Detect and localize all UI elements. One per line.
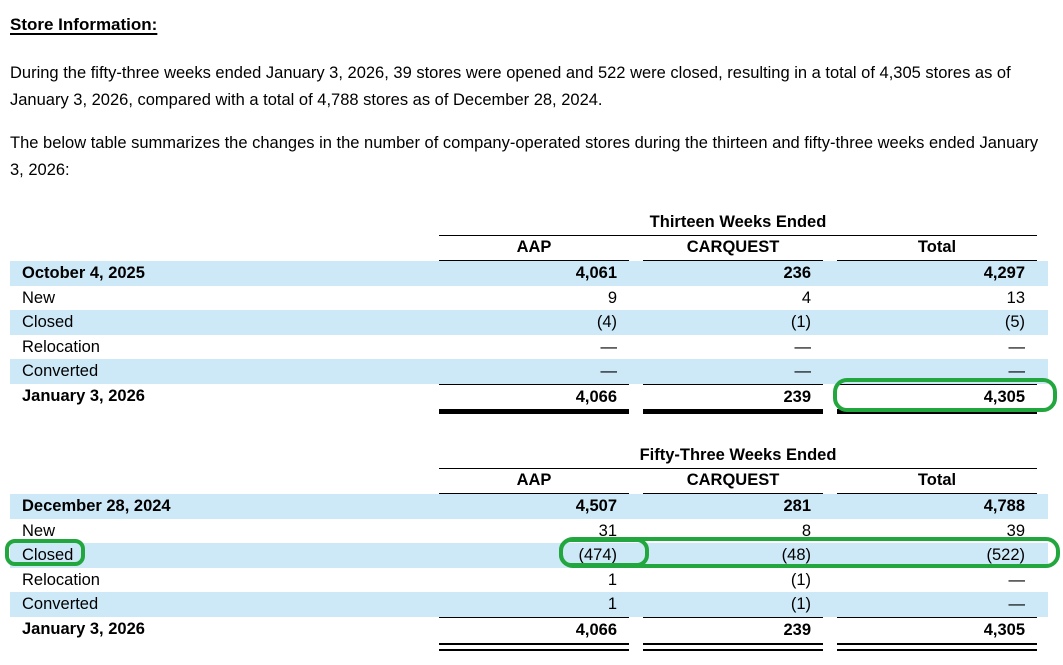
table-period-header-row: Thirteen Weeks Ended (10, 210, 1048, 236)
row-label: Converted (22, 362, 99, 380)
column-header-total: Total (837, 469, 1037, 494)
cell-aap: 9 (607, 288, 617, 307)
double-rule (643, 643, 823, 651)
column-header-carquest: CARQUEST (643, 469, 823, 494)
page-title: Store Information: (10, 15, 158, 34)
cell-total: — (1008, 362, 1026, 380)
cell-total: — (1008, 595, 1026, 613)
paragraph-store-summary: During the fifty-three weeks ended Janua… (10, 64, 1011, 109)
table-row-december-28-2024: December 28, 2024 4,507 281 4,788 (10, 494, 1048, 519)
cell-total: — (1008, 570, 1026, 589)
table-row-closed: Closed (474) (48) (522) (10, 543, 1048, 568)
cell-carquest: — (794, 337, 812, 356)
table-row-new: New 31 8 39 (10, 519, 1048, 544)
cell-total: 4,305 (837, 383, 1037, 410)
row-label: Closed (22, 546, 74, 564)
column-header-total: Total (837, 236, 1037, 261)
row-label: Closed (22, 313, 74, 331)
cell-carquest: (1) (790, 570, 811, 589)
cell-carquest: 281 (783, 497, 811, 515)
cell-total: 13 (1006, 288, 1025, 307)
cell-total: 4,788 (983, 497, 1025, 515)
row-label: October 4, 2025 (22, 264, 145, 282)
paragraph-table-intro: The below table summarizes the changes i… (10, 134, 1039, 179)
table-bottom-rule (10, 408, 1048, 419)
cell-aap: 4,066 (439, 383, 629, 410)
table-row-january-3-2026: January 3, 2026 4,066 239 4,305 (10, 383, 1048, 410)
row-label: Relocation (22, 337, 100, 356)
cell-carquest: (1) (790, 313, 811, 331)
period-header: Thirteen Weeks Ended (439, 210, 1037, 236)
table-row-converted: Converted — — — (10, 359, 1048, 384)
table-row-relocation: Relocation — — — (10, 335, 1048, 360)
cell-total: 4,305 (837, 616, 1037, 643)
row-label: New (22, 521, 56, 540)
double-rule (439, 643, 629, 651)
fifty-three-weeks-table: Fifty-Three Weeks Ended AAP CARQUEST Tot… (10, 443, 1048, 652)
table-row-converted: Converted 1 (1) — (10, 592, 1048, 617)
cell-aap: (474) (578, 546, 617, 564)
table-row-new: New 9 4 13 (10, 286, 1048, 311)
cell-carquest: (48) (781, 546, 811, 564)
cell-aap: 31 (598, 521, 617, 540)
row-label: Converted (22, 595, 99, 613)
table-row-january-3-2026: January 3, 2026 4,066 239 4,305 (10, 616, 1048, 643)
cell-carquest: 236 (783, 264, 811, 282)
column-header-aap: AAP (439, 236, 629, 261)
table-period-header-row: Fifty-Three Weeks Ended (10, 443, 1048, 469)
row-label: Relocation (22, 570, 100, 589)
cell-aap: (4) (596, 313, 617, 331)
table-row-relocation: Relocation 1 (1) — (10, 568, 1048, 593)
cell-aap: 1 (607, 570, 617, 589)
period-header: Fifty-Three Weeks Ended (439, 443, 1037, 469)
cell-aap: — (600, 362, 618, 380)
table-column-header-row: AAP CARQUEST Total (10, 236, 1048, 261)
table-column-header-row: AAP CARQUEST Total (10, 469, 1048, 494)
double-rule (837, 643, 1037, 651)
row-label: January 3, 2026 (22, 619, 145, 638)
row-label: December 28, 2024 (22, 497, 171, 515)
cell-aap: 4,507 (575, 497, 617, 515)
column-header-aap: AAP (439, 469, 629, 494)
row-label: January 3, 2026 (22, 386, 145, 405)
cell-total: (522) (986, 546, 1025, 564)
table-bottom-rule (10, 641, 1048, 652)
cell-carquest: — (794, 362, 812, 380)
thick-rule (837, 409, 1037, 414)
thirteen-weeks-table: Thirteen Weeks Ended AAP CARQUEST Total … (10, 210, 1048, 419)
cell-carquest: 4 (801, 288, 811, 307)
table-row-closed: Closed (4) (1) (5) (10, 310, 1048, 335)
cell-aap: 4,066 (439, 616, 629, 643)
cell-carquest: (1) (790, 595, 811, 613)
cell-carquest: 8 (801, 521, 811, 540)
column-header-carquest: CARQUEST (643, 236, 823, 261)
row-label: New (22, 288, 56, 307)
cell-carquest: 239 (643, 383, 823, 410)
cell-total: — (1008, 337, 1026, 356)
cell-total: 4,297 (983, 264, 1025, 282)
thick-rule (643, 409, 823, 414)
thick-rule (439, 409, 629, 414)
cell-aap: 4,061 (575, 264, 617, 282)
cell-aap: — (600, 337, 618, 356)
cell-total: (5) (1004, 313, 1025, 331)
cell-carquest: 239 (643, 616, 823, 643)
cell-aap: 1 (607, 595, 617, 613)
table-row-october-4-2025: October 4, 2025 4,061 236 4,297 (10, 261, 1048, 286)
cell-total: 39 (1006, 521, 1025, 540)
